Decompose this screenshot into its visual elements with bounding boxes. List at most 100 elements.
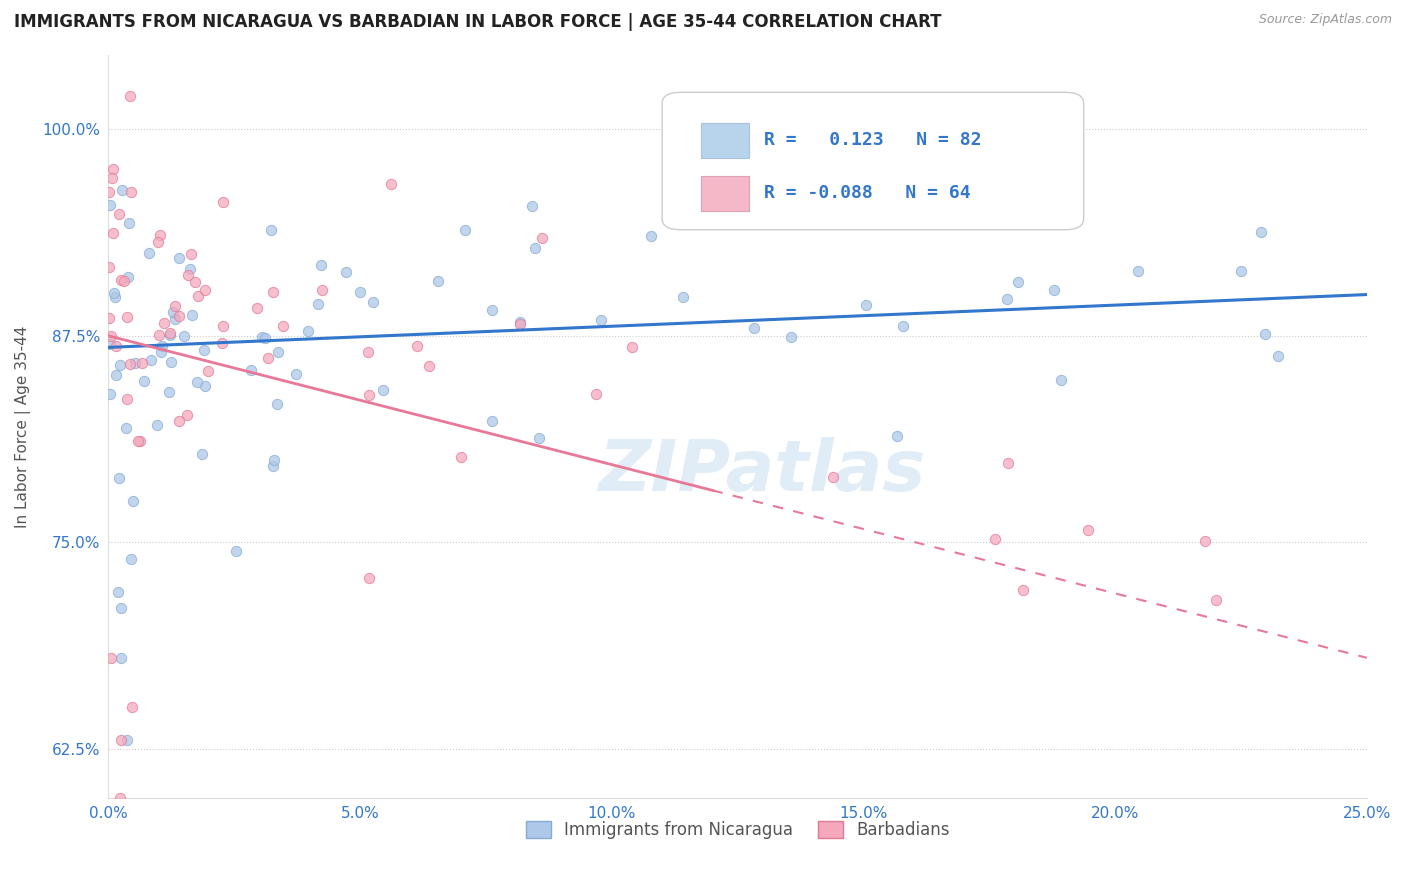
Point — [179, 262, 201, 277]
Point — [307, 296, 329, 310]
Point — [1011, 583, 1033, 598]
Text: ZIPatlas: ZIPatlas — [599, 437, 927, 506]
Point — [173, 329, 195, 343]
Point — [98, 337, 121, 351]
Point — [121, 700, 143, 714]
Point — [111, 184, 134, 198]
Point — [262, 458, 284, 473]
Point — [132, 374, 155, 388]
Point — [267, 345, 290, 359]
Point — [1049, 372, 1071, 386]
Point — [194, 378, 217, 392]
Point — [115, 733, 138, 747]
Point — [115, 310, 138, 324]
Point — [187, 289, 209, 303]
Point — [131, 356, 153, 370]
Point — [1126, 264, 1149, 278]
Point — [120, 551, 142, 566]
Point — [110, 601, 132, 615]
Point — [997, 456, 1019, 470]
Point — [426, 274, 449, 288]
Point — [105, 339, 128, 353]
Point — [672, 290, 695, 304]
Point — [856, 143, 879, 157]
Point — [262, 285, 284, 299]
Point — [98, 197, 121, 211]
Text: R = -0.088   N = 64: R = -0.088 N = 64 — [763, 185, 970, 202]
Point — [620, 340, 643, 354]
Point — [138, 246, 160, 260]
Point — [405, 339, 427, 353]
Point — [108, 791, 131, 805]
Text: Source: ZipAtlas.com: Source: ZipAtlas.com — [1258, 13, 1392, 27]
Point — [177, 268, 200, 282]
Point — [357, 345, 380, 359]
FancyBboxPatch shape — [702, 176, 749, 211]
Point — [159, 355, 181, 369]
Point — [995, 292, 1018, 306]
Point — [1077, 523, 1099, 537]
Point — [943, 201, 966, 215]
Point — [373, 384, 395, 398]
Point — [103, 286, 125, 301]
Point — [112, 274, 135, 288]
Point — [104, 368, 127, 382]
Point — [363, 295, 385, 310]
Point — [481, 302, 503, 317]
Point — [120, 186, 142, 200]
Point — [148, 328, 170, 343]
Point — [225, 544, 247, 558]
Point — [101, 171, 124, 186]
Point — [191, 447, 214, 461]
Point — [1194, 533, 1216, 548]
Point — [212, 319, 235, 334]
Point — [114, 420, 136, 434]
Point — [100, 650, 122, 665]
Point — [1205, 593, 1227, 607]
Point — [146, 417, 169, 432]
Point — [180, 308, 202, 322]
Point — [117, 270, 139, 285]
Text: R =   0.123   N = 82: R = 0.123 N = 82 — [763, 131, 981, 149]
Point — [252, 330, 274, 344]
Point — [129, 434, 152, 448]
Point — [779, 330, 801, 344]
Point — [359, 387, 381, 401]
Point — [349, 285, 371, 299]
Point — [176, 409, 198, 423]
Point — [589, 312, 612, 326]
Point — [101, 161, 124, 176]
Point — [98, 387, 121, 401]
FancyBboxPatch shape — [702, 123, 749, 158]
Point — [453, 223, 475, 237]
Point — [1042, 283, 1064, 297]
Point — [1250, 225, 1272, 239]
Point — [256, 351, 278, 365]
Point — [108, 358, 131, 372]
Point — [524, 241, 547, 255]
Point — [984, 533, 1007, 547]
Point — [110, 650, 132, 665]
Point — [481, 414, 503, 428]
Y-axis label: In Labor Force | Age 35-44: In Labor Force | Age 35-44 — [15, 326, 31, 528]
Point — [150, 344, 173, 359]
Point — [150, 338, 173, 352]
Point — [886, 429, 908, 443]
Point — [118, 89, 141, 103]
Point — [186, 375, 208, 389]
Point — [254, 331, 277, 345]
Point — [260, 223, 283, 237]
Point — [509, 317, 531, 331]
Point — [124, 356, 146, 370]
Point — [744, 321, 766, 335]
Point — [450, 450, 472, 464]
Point — [1230, 264, 1253, 278]
Point — [246, 301, 269, 316]
Point — [118, 357, 141, 371]
Point — [110, 272, 132, 286]
Point — [193, 343, 215, 357]
Point — [153, 316, 176, 330]
Point — [297, 324, 319, 338]
Point — [197, 363, 219, 377]
Point — [1254, 326, 1277, 341]
